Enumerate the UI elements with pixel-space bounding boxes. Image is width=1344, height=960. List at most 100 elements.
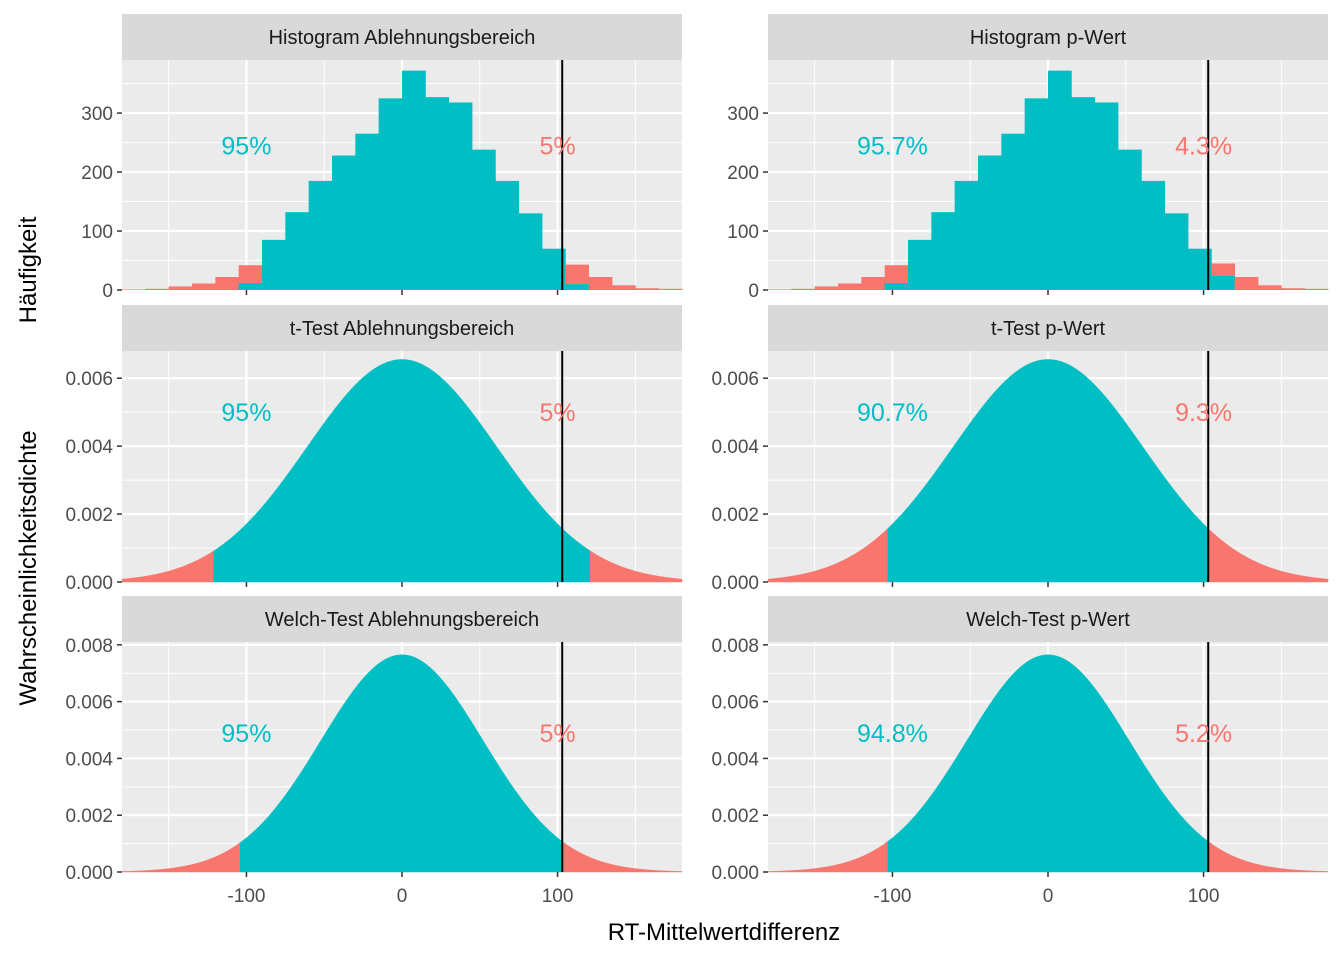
density-area-reject-left bbox=[767, 527, 889, 583]
facet-title: t-Test Ablehnungsbereich bbox=[290, 318, 515, 340]
histogram-bar-reject bbox=[838, 283, 862, 290]
facet-strip bbox=[122, 596, 682, 642]
histogram-bar-reject bbox=[588, 277, 613, 290]
density-area-reject-right bbox=[563, 842, 683, 873]
panel-2: t-Test Ablehnungsbereich 95% 5% 0.000 0.002 0… bbox=[65, 305, 683, 594]
percent-label-reject: 9.3% bbox=[1175, 399, 1232, 427]
histogram-bar-reject bbox=[658, 288, 683, 290]
histogram-bar-reject bbox=[768, 289, 792, 290]
percent-label-reject: 5% bbox=[539, 399, 575, 427]
histogram-bar-accept bbox=[1164, 213, 1189, 290]
histogram-bar-reject bbox=[791, 288, 816, 290]
x-tick-label: 100 bbox=[542, 886, 574, 907]
y-tick-label: 300 bbox=[727, 104, 759, 125]
y-tick-label: 300 bbox=[81, 104, 113, 125]
histogram-bar-reject bbox=[814, 286, 839, 290]
percent-label-accept: 95.7% bbox=[857, 133, 928, 161]
panel-3: t-Test p-Wert 90.7% 9.3% 0.000 0.002 0.004 0.0… bbox=[711, 305, 1329, 594]
density-area-reject-left bbox=[121, 550, 215, 583]
histogram-bar-accept bbox=[1094, 102, 1119, 290]
x-tick-label: 0 bbox=[1043, 886, 1054, 907]
histogram-bar-accept bbox=[378, 98, 403, 290]
y-tick-label: 0 bbox=[102, 281, 113, 302]
y-tick-label: 0.000 bbox=[65, 863, 113, 884]
y-tick-label: 0.004 bbox=[711, 749, 759, 770]
panel-1: Histogram p-Wert 95.7% 4.3% 0 100 200 300 bbox=[727, 14, 1329, 302]
x-tick-label: -100 bbox=[873, 886, 911, 907]
density-area-reject-left bbox=[121, 842, 241, 873]
histogram-bar-accept bbox=[542, 248, 566, 290]
y-tick-label: 0.000 bbox=[65, 573, 113, 594]
percent-label-reject: 4.3% bbox=[1175, 133, 1232, 161]
percent-label-reject: 5.2% bbox=[1175, 720, 1232, 748]
histogram-bar-accept bbox=[518, 213, 543, 290]
density-area-accept bbox=[887, 654, 1209, 873]
histogram-bar-reject bbox=[168, 286, 193, 290]
x-tick-label: 100 bbox=[1188, 886, 1220, 907]
y-tick-label: 0.002 bbox=[65, 505, 113, 526]
histogram-bar-accept bbox=[1048, 70, 1072, 290]
histogram-bar-accept bbox=[1141, 180, 1166, 290]
x-axis-title: RT-Mittelwertdifferenz bbox=[608, 919, 841, 946]
density-area-accept bbox=[239, 654, 565, 873]
histogram-bar-accept bbox=[238, 282, 263, 290]
histogram-bar-accept bbox=[495, 180, 520, 290]
histogram-bar-accept bbox=[425, 97, 450, 291]
histogram-bar-accept bbox=[1071, 97, 1096, 291]
facet-strip bbox=[122, 14, 682, 60]
facet-strip bbox=[768, 305, 1328, 351]
histogram-bar-reject bbox=[145, 288, 170, 290]
facet-strip bbox=[768, 14, 1328, 60]
histogram-bar-reject bbox=[861, 277, 886, 290]
histogram-bar-reject bbox=[1234, 277, 1259, 290]
histogram-bar-accept bbox=[402, 70, 426, 290]
histogram-bar-accept bbox=[565, 284, 590, 290]
percent-label-accept: 95% bbox=[221, 399, 271, 427]
y-tick-label: 0.006 bbox=[65, 693, 113, 714]
y-tick-label: 0.002 bbox=[65, 806, 113, 827]
y-axis-title-density: Wahrscheinlichkeitsdichte bbox=[15, 430, 42, 705]
y-tick-label: 200 bbox=[727, 163, 759, 184]
x-tick-label: 0 bbox=[397, 886, 408, 907]
y-tick-label: 0.008 bbox=[65, 636, 113, 657]
y-tick-label: 0.006 bbox=[711, 369, 759, 390]
histogram-bar-accept bbox=[931, 212, 956, 290]
facet-strip bbox=[768, 596, 1328, 642]
y-tick-label: 0 bbox=[748, 281, 759, 302]
histogram-bar-accept bbox=[1118, 149, 1142, 290]
y-tick-label: 0.000 bbox=[711, 573, 759, 594]
facet-title: Welch-Test p-Wert bbox=[966, 609, 1130, 631]
percent-label-accept: 90.7% bbox=[857, 399, 928, 427]
density-area-accept bbox=[213, 359, 591, 583]
percent-label-accept: 95% bbox=[221, 133, 271, 161]
histogram-bar-reject bbox=[192, 283, 216, 290]
histogram-bar-accept bbox=[448, 102, 473, 290]
percent-label-accept: 94.8% bbox=[857, 720, 928, 748]
histogram-bar-reject bbox=[635, 288, 660, 290]
histogram-bar-accept bbox=[355, 133, 380, 290]
histogram-bar-accept bbox=[884, 282, 909, 290]
histogram-bar-accept bbox=[1211, 275, 1236, 290]
percent-label-accept: 95% bbox=[221, 720, 271, 748]
histogram-bar-reject bbox=[884, 265, 909, 283]
histogram-bar-accept bbox=[908, 239, 932, 290]
histogram-bar-accept bbox=[262, 239, 286, 290]
density-area-reject-right bbox=[1207, 527, 1329, 583]
histogram-bar-reject bbox=[215, 277, 240, 290]
y-tick-label: 0.006 bbox=[65, 369, 113, 390]
y-tick-label: 0.000 bbox=[711, 863, 759, 884]
y-tick-label: 0.002 bbox=[711, 806, 759, 827]
facet-title: Welch-Test Ablehnungsbereich bbox=[265, 609, 539, 631]
facet-strip bbox=[122, 305, 682, 351]
density-area-reject-right bbox=[1207, 840, 1329, 873]
histogram-bar-reject bbox=[1304, 288, 1329, 290]
density-area-accept bbox=[887, 359, 1209, 583]
percent-label-reject: 5% bbox=[539, 720, 575, 748]
y-tick-label: 0.006 bbox=[711, 693, 759, 714]
y-tick-label: 0.008 bbox=[711, 636, 759, 657]
y-tick-label: 0.004 bbox=[65, 437, 113, 458]
histogram-bar-reject bbox=[122, 289, 146, 290]
y-tick-label: 0.002 bbox=[711, 505, 759, 526]
y-tick-label: 100 bbox=[727, 222, 759, 243]
